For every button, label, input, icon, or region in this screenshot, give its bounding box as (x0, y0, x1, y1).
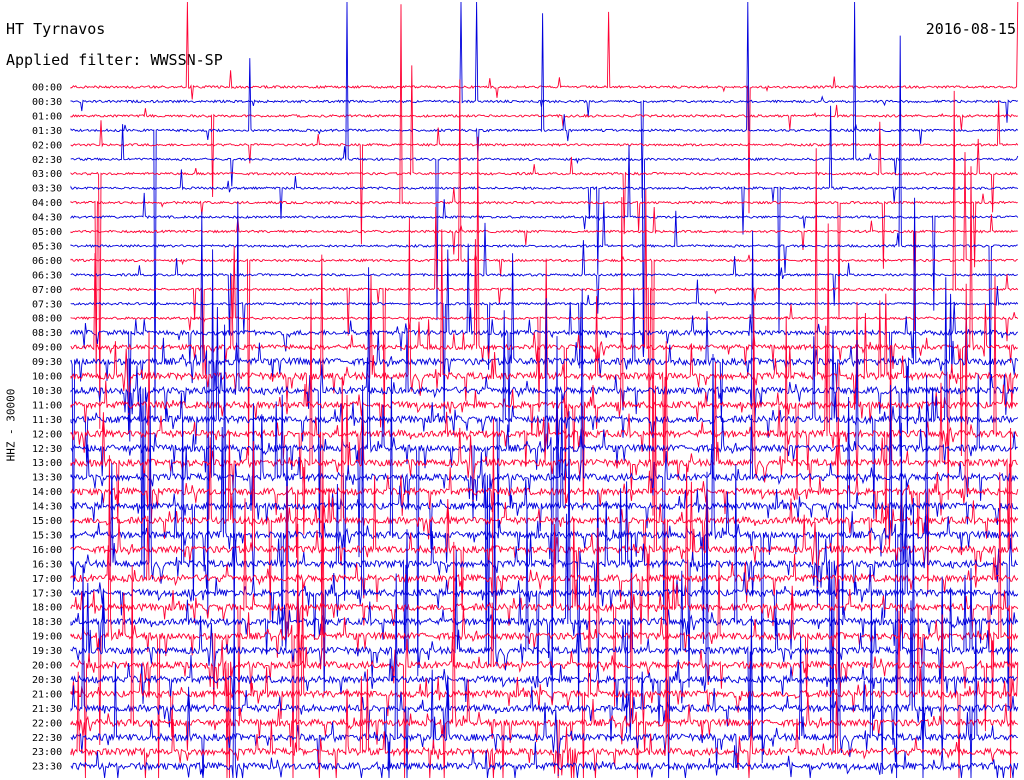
date-label: 2016-08-15 (925, 20, 1016, 38)
y-tick-label: 15:30 (32, 530, 62, 541)
trace-line-0600 (70, 79, 1018, 516)
trace-line-2100 (70, 581, 1019, 779)
trace-line-1030 (70, 201, 1019, 580)
y-tick-label: 13:30 (32, 473, 62, 484)
y-tick-label: 14:00 (32, 487, 62, 498)
y-tick-label: 01:30 (32, 126, 62, 137)
y-tick-label: 11:30 (32, 415, 62, 426)
y-tick-label: 00:30 (32, 97, 62, 108)
trace-line-0800 (70, 246, 1019, 412)
y-tick-label: 16:30 (32, 559, 62, 570)
trace-line-1530 (70, 324, 1019, 779)
trace-line-0700 (70, 90, 1019, 463)
y-tick-label: 17:00 (32, 574, 62, 585)
y-tick-label: 10:00 (32, 372, 62, 383)
y-tick-label: 15:00 (32, 516, 62, 527)
y-tick-label: 12:30 (32, 444, 62, 455)
y-tick-label: 05:30 (32, 241, 62, 252)
trace-line-1830 (70, 411, 1019, 734)
trace-line-1600 (70, 385, 1019, 622)
y-tick-label: 16:00 (32, 545, 62, 556)
trace-line-1230 (70, 267, 1018, 704)
y-tick-label: 04:00 (32, 198, 62, 209)
trace-line-1700 (70, 418, 1019, 645)
trace-line-0900 (70, 136, 1019, 509)
trace-line-1100 (70, 197, 1019, 508)
trace-line-2300 (70, 523, 1019, 779)
trace-line-0100 (70, 104, 1019, 198)
trace-line-0330 (70, 105, 1019, 334)
trace-line-1300 (70, 298, 1018, 550)
y-tick-label: 20:00 (32, 661, 62, 672)
trace-line-0200 (70, 100, 1019, 245)
y-tick-label: 03:00 (32, 169, 62, 180)
tick-labels: 00:00 00:30 01:00 01:30 02:00 02:30 03:00 03:30… (32, 83, 62, 773)
y-tick-label: 02:30 (32, 155, 62, 166)
trace-line-2330 (70, 606, 1019, 779)
y-tick-label: 14:30 (32, 502, 62, 513)
y-tick-label: 22:30 (32, 733, 62, 744)
y-tick-label: 06:00 (32, 256, 62, 267)
trace-line-2130 (70, 497, 1019, 779)
y-tick-label: 18:00 (32, 603, 62, 614)
filter-label: Applied filter: WWSSN-SP (6, 51, 223, 69)
trace-line-2030 (70, 471, 1018, 779)
y-tick-label: 02:00 (32, 140, 62, 151)
trace-line-1330 (70, 249, 1019, 667)
trace-line-0300 (70, 65, 1018, 429)
y-tick-label: 06:30 (32, 270, 62, 281)
trace-line-1800 (70, 464, 1019, 779)
y-tick-label: 07:00 (32, 285, 62, 296)
y-tick-label: 17:30 (32, 588, 62, 599)
y-tick-label: 19:00 (32, 632, 62, 643)
y-tick-label: 08:30 (32, 328, 62, 339)
y-tick-label: 03:30 (32, 184, 62, 195)
trace-line-0930 (70, 197, 1019, 617)
trace-line-0530 (70, 35, 1018, 407)
trace-line-0400 (70, 4, 1018, 376)
station-title: HT Tyrnavos (6, 20, 106, 38)
trace-line-1200 (70, 223, 1019, 648)
trace-line-0630 (70, 222, 1019, 336)
y-tick-label: 09:30 (32, 357, 62, 368)
y-tick-label: 09:00 (32, 343, 62, 354)
y-tick-label: 23:30 (32, 762, 62, 773)
y-tick-label: 12:00 (32, 429, 62, 440)
trace-line-1500 (70, 378, 1019, 734)
trace-line-0730 (70, 279, 1019, 421)
trace-line-1000 (70, 148, 1019, 522)
trace-line-1930 (70, 422, 1019, 779)
trace-line-1730 (70, 384, 1019, 696)
y-tick-label: 00:00 (32, 83, 62, 94)
trace-line-1430 (70, 393, 1019, 615)
trace-line-1630 (70, 336, 1018, 754)
y-tick-label: 07:30 (32, 299, 62, 310)
y-tick-label: 08:00 (32, 314, 62, 325)
trace-line-0830 (70, 243, 1019, 442)
y-tick-label: 13:00 (32, 458, 62, 469)
trace-line-2230 (70, 573, 1018, 779)
y-tick-label: 21:30 (32, 704, 62, 715)
trace-line-1400 (70, 283, 1019, 595)
y-tick-label: 19:30 (32, 646, 62, 657)
trace-group (70, 1, 1019, 779)
y-tick-label: 20:30 (32, 675, 62, 686)
y-tick-label: 18:30 (32, 617, 62, 628)
trace-line-2000 (70, 476, 1019, 779)
trace-line-0430 (70, 144, 1019, 311)
y-tick-label: 23:00 (32, 747, 62, 758)
y-tick-label: 21:00 (32, 689, 62, 700)
trace-line-0230 (70, 1, 1019, 355)
y-tick-label: 05:00 (32, 227, 62, 238)
y-tick-label: 04:30 (32, 213, 62, 224)
trace-line-0130 (70, 1, 1019, 423)
trace-line-0500 (70, 206, 1018, 332)
y-tick-label: 10:30 (32, 386, 62, 397)
y-tick-label: 22:00 (32, 718, 62, 729)
y-tick-label: 01:00 (32, 111, 62, 122)
y-tick-label: 11:00 (32, 400, 62, 411)
